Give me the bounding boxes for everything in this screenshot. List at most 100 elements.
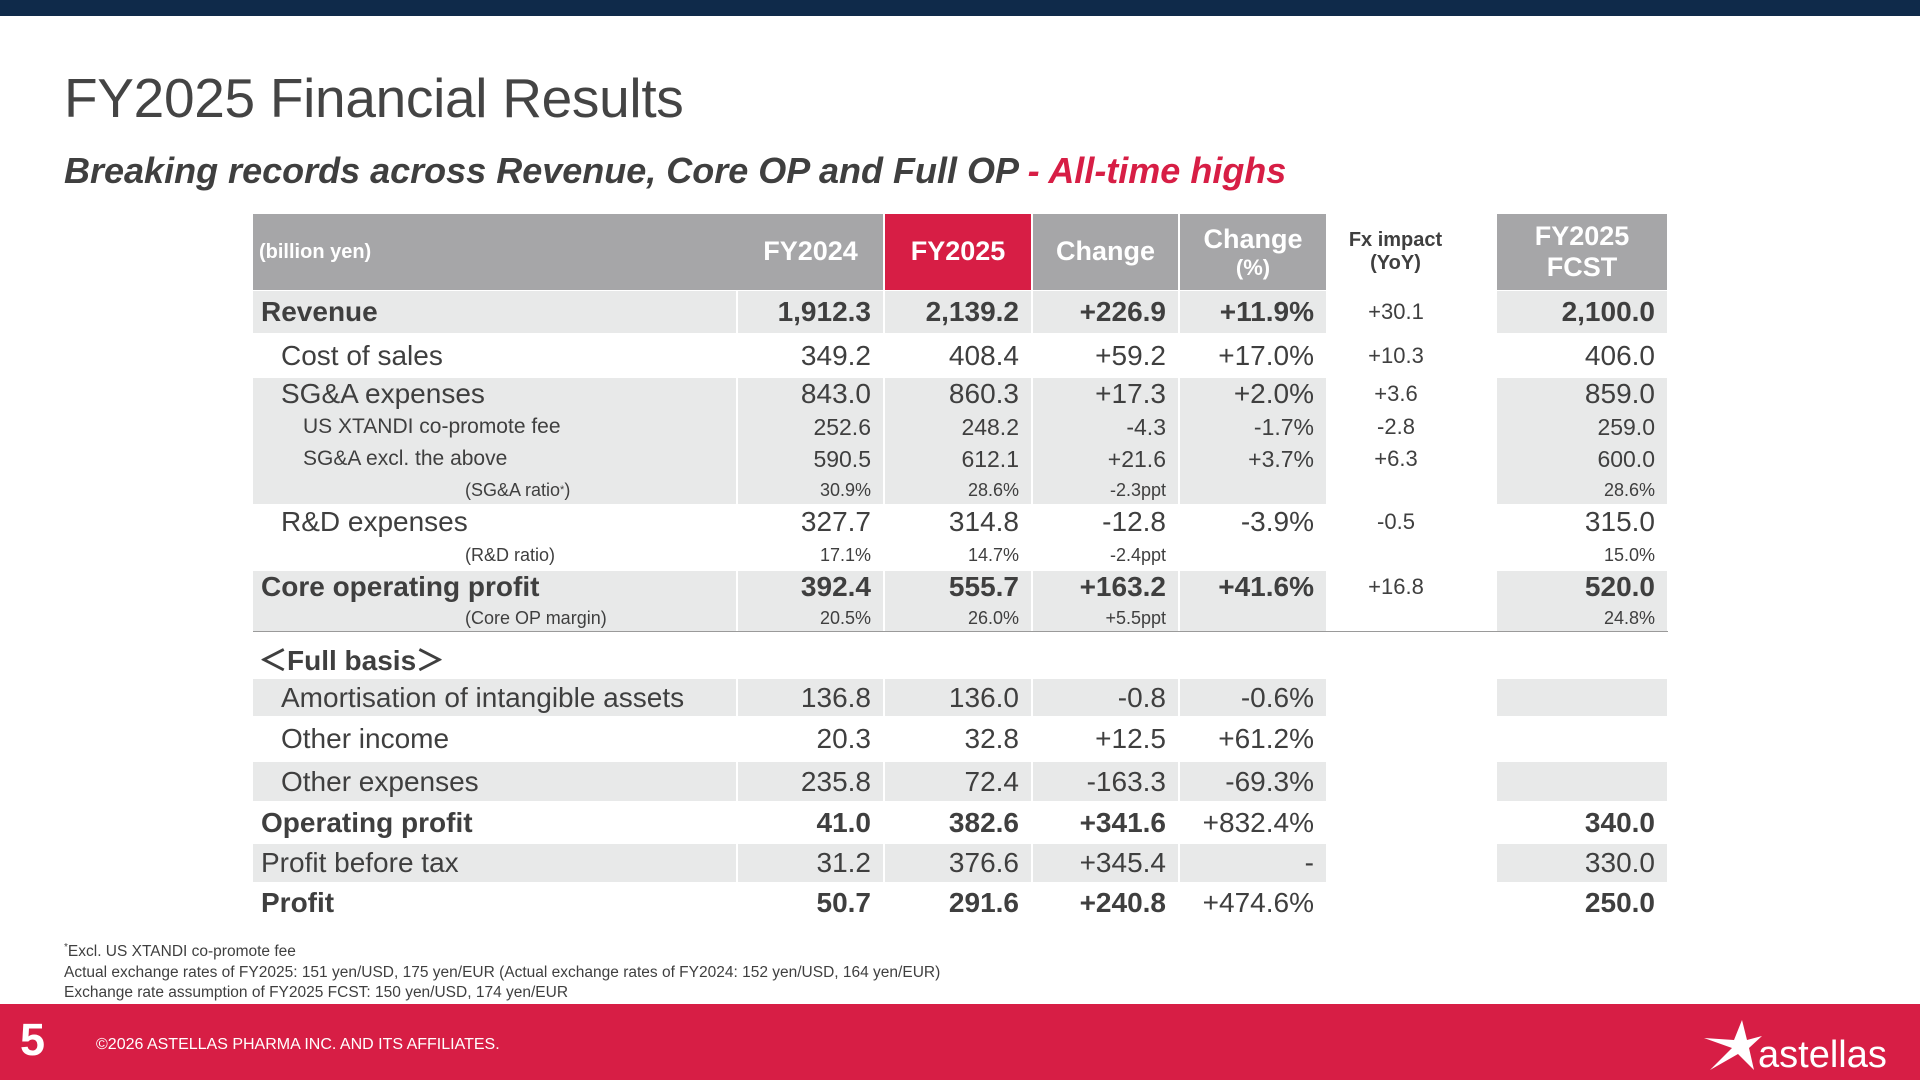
cell-change: +345.4 <box>1079 847 1166 878</box>
cell-fcst: 250.0 <box>1584 887 1655 918</box>
cell-change <box>1033 641 1166 677</box>
row-shade <box>1497 679 1667 716</box>
cell-change: -2.4ppt <box>1109 544 1166 565</box>
cell-fy2025: 860.3 <box>948 378 1019 409</box>
cell-fy2025: 32.8 <box>964 723 1020 754</box>
cell-fcst <box>1497 719 1655 759</box>
cell-fcst: 330.0 <box>1584 847 1655 878</box>
row-shade <box>1497 844 1667 882</box>
row-shade <box>1033 762 1178 801</box>
col-header-change-pct: Change (%) <box>1180 214 1326 290</box>
row-label: Core operating profit <box>261 571 539 603</box>
row-label-text: Profit <box>261 887 335 918</box>
cell-fy2025: 408.4 <box>948 340 1019 371</box>
cell-fy2025: 382.6 <box>948 806 1019 838</box>
row-label-text: Core operating profit <box>261 571 540 602</box>
cell-fx <box>1356 884 1436 926</box>
cell-fx <box>1356 719 1436 763</box>
col-header-fy2025: FY2025 <box>885 214 1031 290</box>
cell-change-pct: +3.7% <box>1248 445 1314 472</box>
cell-fx <box>1356 679 1436 720</box>
logo-wordmark: astellas <box>1758 1034 1887 1076</box>
cell-fy2024: 235.8 <box>800 765 871 797</box>
col-header-fcst-line2: FCST <box>1546 252 1618 282</box>
cell-change: -4.3 <box>1126 413 1166 440</box>
cell-fcst: 859.0 <box>1584 378 1655 409</box>
cell-change: -2.3ppt <box>1109 479 1166 500</box>
row-label-text: (R&D ratio) <box>465 544 556 565</box>
row-shade <box>1497 291 1667 333</box>
row-label-end: ) <box>564 479 571 500</box>
cell-change-pct: -0.6% <box>1240 681 1314 713</box>
row-label: Revenue <box>261 291 378 333</box>
cell-fy2024: 136.8 <box>800 681 871 713</box>
row-shade <box>1180 844 1326 882</box>
cell-fcst: 340.0 <box>1584 806 1655 838</box>
row-label-text: Operating profit <box>261 806 473 838</box>
cell-fx <box>1356 762 1436 805</box>
cell-change-pct <box>1180 476 1314 504</box>
cell-fx: +6.3 <box>1374 446 1418 471</box>
row-label: (Core OP margin) <box>465 605 607 631</box>
cell-change: -12.8 <box>1102 506 1166 537</box>
row-shade <box>253 679 736 716</box>
table-row-amortisation: Amortisation of intangible assets 136.8 13… <box>0 679 1920 716</box>
cell-change-pct: - <box>1304 847 1314 878</box>
cell-fy2025 <box>885 641 1019 677</box>
cell-fy2024: 41.0 <box>816 806 872 838</box>
cell-fx: +16.8 <box>1368 574 1424 599</box>
row-shade <box>885 679 1031 716</box>
row-label: Other expenses <box>281 762 479 801</box>
cell-fx <box>1356 844 1436 886</box>
row-shade <box>1497 571 1667 631</box>
row-shade <box>1033 844 1178 882</box>
row-shade <box>738 571 883 631</box>
cell-change: -163.3 <box>1086 765 1166 797</box>
row-label: Cost of sales <box>281 336 443 376</box>
astellas-star-icon <box>1702 1018 1764 1079</box>
cell-fy2025: 14.7% <box>967 544 1019 565</box>
row-shade <box>253 378 736 504</box>
cell-change: +59.2 <box>1095 340 1166 371</box>
row-label: US XTANDI co-promote fee <box>303 411 561 443</box>
table-row-sga-expenses: SG&A expenses 843.0 860.3 +17.3 +2.0% 859.0 +3… <box>0 378 1920 504</box>
cell-change-pct: +41.6% <box>1218 571 1314 602</box>
cell-fcst: 2,100.0 <box>1561 296 1655 327</box>
row-shade <box>253 571 736 631</box>
cell-fy2024: 327.7 <box>800 506 871 537</box>
cell-change-pct <box>1180 605 1314 631</box>
table-divider <box>253 631 1668 632</box>
page-number: 5 <box>20 1014 46 1065</box>
row-shade <box>885 291 1031 333</box>
cell-change-pct <box>1180 541 1314 569</box>
cell-fy2025: 26.0% <box>967 607 1019 628</box>
col-header-change-pct-line1: Change <box>1203 223 1303 254</box>
col-header-fx: Fx impact (YoY) <box>1328 214 1463 290</box>
cell-fy2025: 28.6% <box>967 479 1019 500</box>
cell-fy2024: 20.3 <box>816 723 872 754</box>
cell-fx <box>1356 541 1436 569</box>
cell-change-pct: -1.7% <box>1253 413 1314 440</box>
cell-fcst: 28.6% <box>1603 479 1655 500</box>
cell-fx: +10.3 <box>1368 343 1424 368</box>
cell-fy2025: 376.6 <box>948 847 1019 878</box>
row-shade <box>885 762 1031 801</box>
page-subtitle: Breaking records across Revenue, Core OP… <box>64 150 1286 192</box>
cell-fy2025: 612.1 <box>961 445 1019 472</box>
cell-fy2025: 2,139.2 <box>925 296 1019 327</box>
cell-fcst: 520.0 <box>1584 571 1655 602</box>
cell-fy2024: 843.0 <box>800 378 871 409</box>
cell-fy2024: 392.4 <box>800 571 871 602</box>
cell-change: +5.5ppt <box>1105 607 1166 628</box>
table-row-us-xtandi-fee: US XTANDI co-promote fee 252.6 248.2 -4.3 -1… <box>0 411 1920 443</box>
cell-fcst: 15.0% <box>1603 544 1655 565</box>
row-label-text: SG&A excl. the above <box>303 447 508 470</box>
row-shade <box>738 762 883 801</box>
row-label: (R&D ratio) <box>465 541 555 569</box>
subtitle-highlight: - All-time highs <box>1017 150 1287 191</box>
cell-change-pct: +17.0% <box>1218 340 1314 371</box>
cell-fcst: 315.0 <box>1584 506 1655 537</box>
row-label: Profit before tax <box>261 844 459 882</box>
cell-change: +12.5 <box>1095 723 1166 754</box>
footnote-marker: * <box>560 484 565 496</box>
